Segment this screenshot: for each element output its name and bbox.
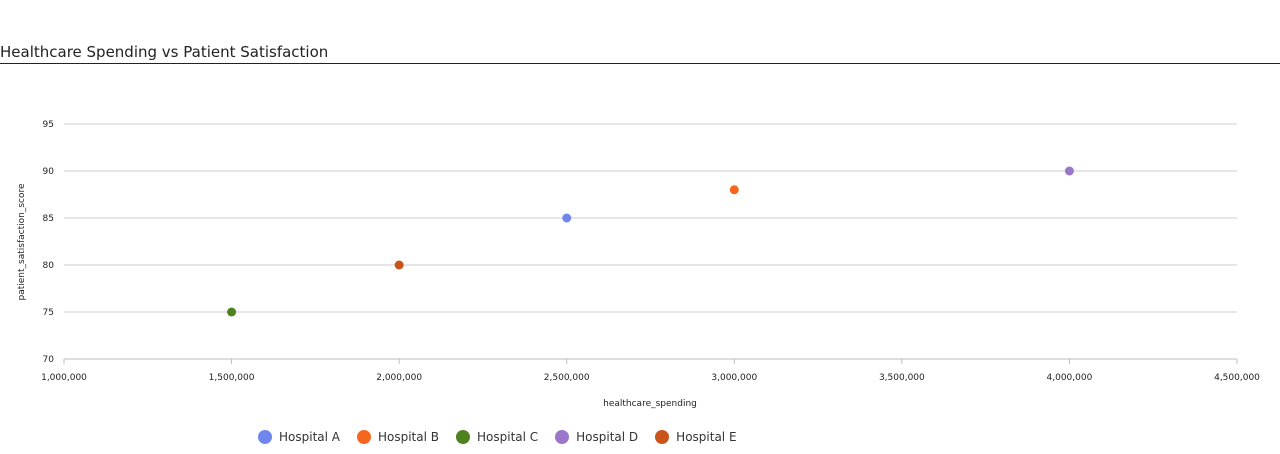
x-axis-title: healthcare_spending	[603, 399, 697, 409]
x-tick-label: 1,000,000	[41, 373, 87, 383]
legend-swatch	[456, 430, 470, 444]
legend-label: Hospital A	[279, 430, 340, 444]
legend-label: Hospital C	[477, 430, 539, 444]
data-points	[227, 166, 1074, 317]
y-axis-title: patient_satisfaction_score	[17, 183, 27, 300]
y-tick-label: 95	[43, 120, 54, 130]
axes: 70 75 80 85 90 95 1,000,000 1,500,000 2,000,000 2…	[41, 120, 1260, 383]
legend-item[interactable]: Hospital D	[555, 430, 638, 444]
legend-item[interactable]: Hospital A	[258, 430, 340, 444]
chart-header: Healthcare Spending vs Patient Satisfact…	[0, 0, 1280, 64]
chart-legend: Hospital A Hospital B Hospital C Hospital D…	[258, 430, 754, 444]
x-tick-label: 4,000,000	[1047, 373, 1093, 383]
x-tick-label: 2,000,000	[376, 373, 422, 383]
legend-item[interactable]: Hospital E	[655, 430, 737, 444]
grid-lines	[64, 123, 1237, 313]
legend-label: Hospital D	[576, 430, 639, 444]
legend-item[interactable]: Hospital B	[356, 430, 439, 444]
y-tick-label: 80	[43, 261, 55, 271]
legend-swatch	[555, 430, 570, 444]
y-tick-label: 85	[43, 214, 54, 224]
data-point-hospital-a[interactable]	[562, 213, 572, 223]
legend-swatch	[356, 430, 371, 444]
legend-label: Hospital E	[676, 430, 737, 444]
x-tick-label: 3,500,000	[879, 373, 925, 383]
x-tick-label: 1,500,000	[209, 373, 255, 383]
x-tick-label: 2,500,000	[544, 373, 590, 383]
x-tick-label: 3,000,000	[711, 373, 757, 383]
data-point-hospital-e[interactable]	[394, 260, 404, 270]
y-tick-label: 70	[43, 355, 55, 365]
y-tick-label: 75	[43, 308, 54, 318]
legend-label: Hospital B	[377, 430, 439, 444]
data-point-hospital-d[interactable]	[1064, 166, 1074, 176]
y-tick-label: 90	[43, 167, 55, 177]
legend-swatch	[258, 430, 272, 444]
chart-title: Healthcare Spending vs Patient Satisfact…	[0, 43, 329, 61]
legend-item[interactable]: Hospital C	[456, 430, 538, 444]
x-tick-label: 4,500,000	[1214, 373, 1260, 383]
data-point-hospital-c[interactable]	[227, 307, 237, 317]
legend-swatch	[655, 430, 670, 444]
data-point-hospital-b[interactable]	[729, 185, 739, 195]
